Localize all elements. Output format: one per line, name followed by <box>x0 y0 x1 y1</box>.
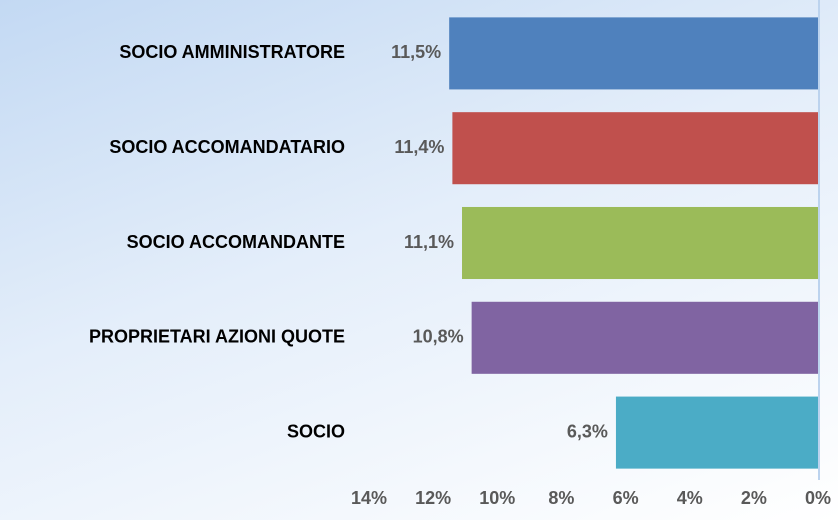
bar <box>452 112 818 185</box>
bar <box>471 301 818 374</box>
y-tick-label: SOCIO AMMINISTRATORE <box>119 42 345 62</box>
y-tick-label: SOCIO ACCOMANDATARIO <box>109 137 345 157</box>
x-tick-label: 14% <box>351 488 387 508</box>
y-tick-label: SOCIO <box>287 421 345 441</box>
x-tick-label: 12% <box>415 488 451 508</box>
x-tick-label: 0% <box>805 488 831 508</box>
data-label: 11,1% <box>404 232 454 252</box>
y-tick-label: SOCIO ACCOMANDANTE <box>127 232 345 252</box>
data-label: 10,8% <box>413 327 464 347</box>
x-tick-label: 8% <box>548 488 574 508</box>
y-tick-label: PROPRIETARI AZIONI QUOTE <box>89 327 345 347</box>
x-tick-label: 2% <box>741 488 767 508</box>
data-label: 11,5% <box>391 42 441 62</box>
bar <box>449 17 818 90</box>
data-label: 6,3% <box>567 421 608 441</box>
bar <box>615 396 818 469</box>
x-tick-label: 10% <box>479 488 515 508</box>
x-tick-label: 4% <box>677 488 703 508</box>
x-tick-label: 6% <box>613 488 639 508</box>
data-label: 11,4% <box>394 137 444 157</box>
bar <box>462 206 818 280</box>
